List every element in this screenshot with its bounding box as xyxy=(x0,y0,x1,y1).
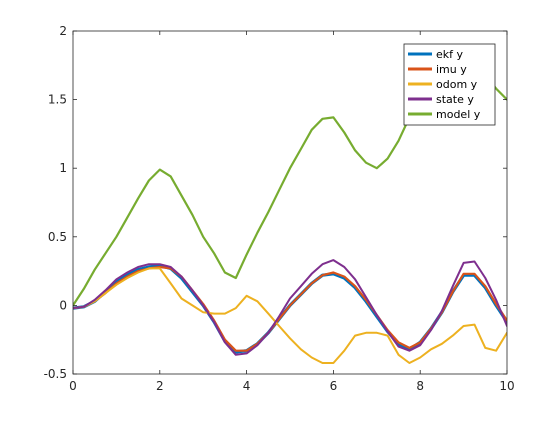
legend-label-imu-y: imu y xyxy=(436,63,467,76)
y-tick-label: 0.5 xyxy=(48,230,67,244)
x-tick-label: 6 xyxy=(330,379,338,393)
y-axis: -0.5 0 0.5 1 1.5 2 xyxy=(44,24,507,381)
x-tick-label: 0 xyxy=(69,379,77,393)
axes-box xyxy=(72,30,508,375)
y-tick-label: 0 xyxy=(59,298,67,312)
x-axis: 0 2 4 6 8 10 xyxy=(69,31,515,393)
series-line-odom-y xyxy=(73,267,507,364)
x-tick-label: 4 xyxy=(243,379,251,393)
legend-label-ekf-y: ekf y xyxy=(436,48,464,61)
legend-label-state-y: state y xyxy=(436,93,474,106)
y-tick-label: 1 xyxy=(59,161,67,175)
x-tick-label: 2 xyxy=(156,379,164,393)
x-tick-label: 8 xyxy=(416,379,424,393)
legend-label-odom-y: odom y xyxy=(436,78,478,91)
x-tick-label: 10 xyxy=(499,379,514,393)
y-tick-label: -0.5 xyxy=(44,367,67,381)
y-tick-label: 2 xyxy=(59,24,67,38)
y-tick-label: 1.5 xyxy=(48,93,67,107)
legend: ekf y imu y odom y state y model y xyxy=(403,43,496,126)
series-line-state-y xyxy=(73,259,507,356)
legend-label-model-y: model y xyxy=(436,108,481,121)
